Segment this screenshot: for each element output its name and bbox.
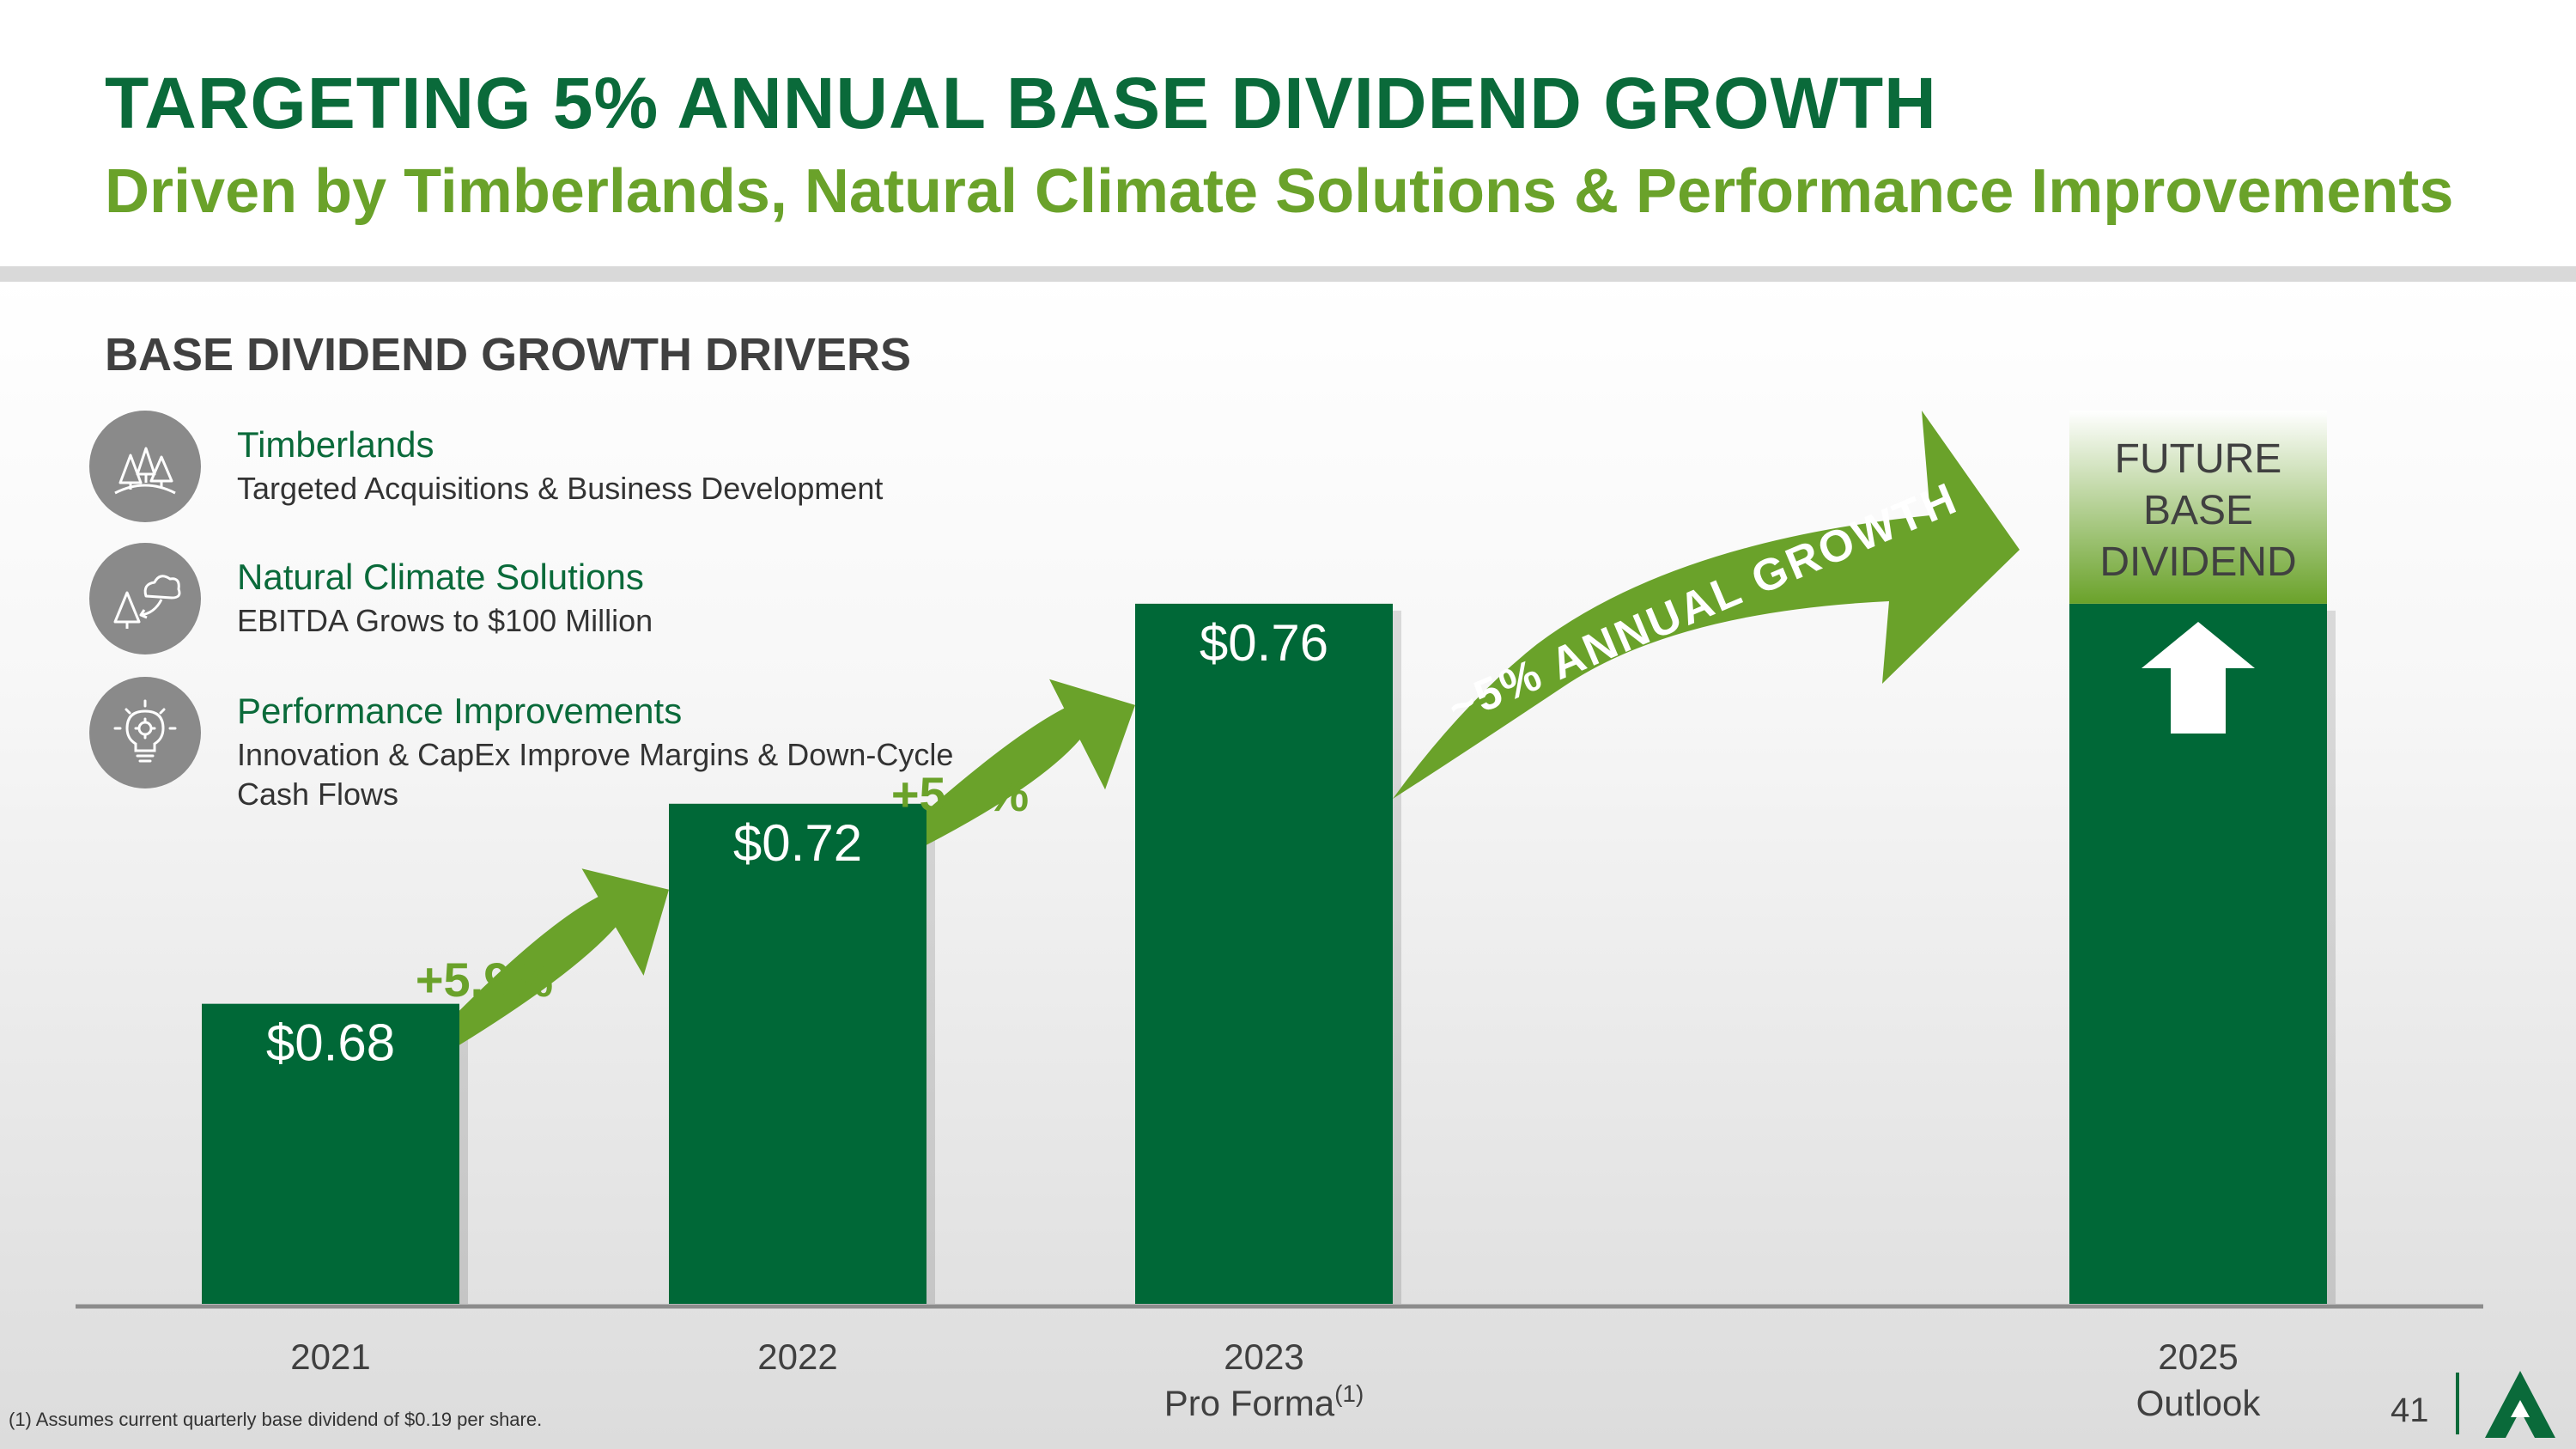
x-tick-label: 2025 <box>2158 1336 2238 1377</box>
growth-label: +5.9% <box>416 953 553 1007</box>
annual-growth-label: ~5% ANNUAL GROWTH <box>1441 473 1965 734</box>
growth-arrow-2021-2022 <box>459 868 669 1045</box>
logo-divider <box>2456 1373 2459 1434</box>
page-title: TARGETING 5% ANNUAL BASE DIVIDEND GROWTH <box>105 63 1937 143</box>
up-arrow-icon <box>2142 622 2255 734</box>
x-tick-superscript: (1) <box>1334 1380 1364 1407</box>
page-subtitle: Driven by Timberlands, Natural Climate S… <box>105 157 2454 226</box>
driver-name: Natural Climate Solutions <box>237 557 644 597</box>
x-tick-sublabel: Outlook <box>2136 1383 2262 1423</box>
driver-description: Targeted Acquisitions & Business Develop… <box>237 471 884 506</box>
x-tick-label: 2023 <box>1224 1336 1303 1377</box>
x-tick-label: 2022 <box>757 1336 837 1377</box>
bar-value-label: $0.68 <box>266 1014 395 1072</box>
bar-2021 <box>202 1003 459 1304</box>
tree-cloud-icon <box>89 543 201 654</box>
bar-value-label: $0.76 <box>1200 614 1328 672</box>
forest-icon <box>89 411 201 522</box>
driver-name: Timberlands <box>237 424 434 465</box>
company-logo-icon <box>2485 1371 2555 1438</box>
future-label: FUTURE <box>2115 436 2282 482</box>
x-tick-label: 2021 <box>290 1336 370 1377</box>
lightbulb-gear-icon <box>89 677 201 788</box>
section-title: BASE DIVIDEND GROWTH DRIVERS <box>105 329 912 381</box>
footnote: (1) Assumes current quarterly base divid… <box>9 1409 543 1430</box>
driver-description: EBITDA Grows to $100 Million <box>237 603 653 638</box>
bar-value-label: $0.72 <box>733 814 862 872</box>
future-bar-gradient <box>2069 411 2327 604</box>
x-tick-sublabel: Pro Forma(1) <box>1164 1380 1364 1423</box>
driver-description: Innovation & CapEx Improve Margins & Dow… <box>237 737 954 812</box>
growth-arrow-2022-2023 <box>927 679 1135 845</box>
future-label: BASE <box>2143 488 2253 533</box>
driver-name: Performance Improvements <box>237 691 683 731</box>
future-label: DIVIDEND <box>2099 539 2296 585</box>
bar-2023 <box>1135 603 1393 1304</box>
header-divider <box>0 266 2576 282</box>
growth-label: +5.6% <box>891 767 1029 821</box>
bar-2022 <box>669 803 927 1304</box>
page-number: 41 <box>2391 1391 2429 1429</box>
annual-growth-arrow <box>1393 411 2020 799</box>
